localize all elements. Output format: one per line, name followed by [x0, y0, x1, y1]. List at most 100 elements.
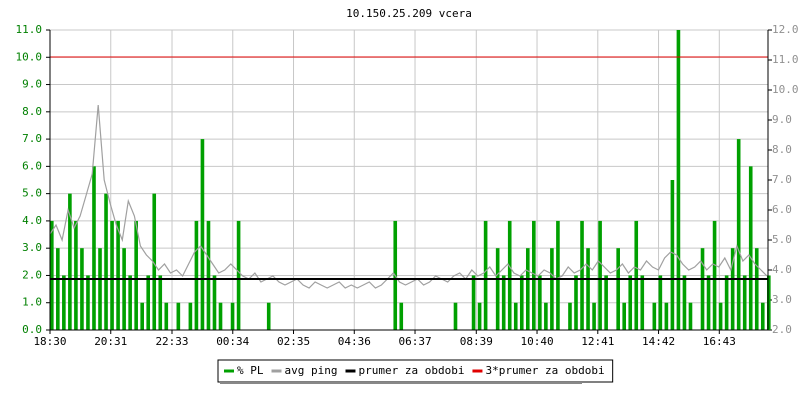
pl-bar	[110, 220, 114, 330]
pl-bar	[194, 220, 199, 330]
pl-bar	[116, 220, 120, 330]
pl-bar	[483, 220, 488, 330]
legend-label: avg ping	[285, 364, 338, 377]
pl-bar	[218, 302, 223, 330]
pl-bar	[664, 302, 669, 330]
pl-bar	[122, 248, 126, 330]
y2-tick-label: 3.0	[772, 293, 792, 306]
y-tick-label: 4.0	[22, 214, 42, 227]
pl-bar	[74, 220, 78, 330]
pl-bar	[688, 302, 693, 330]
pl-bar	[507, 220, 512, 330]
pl-bar	[574, 275, 578, 330]
pl-bar	[556, 220, 560, 330]
pl-bar	[700, 248, 705, 330]
pl-bar	[628, 275, 633, 330]
pl-bar	[62, 275, 66, 330]
pl-bar	[200, 139, 205, 330]
y-tick-label: 6.0	[22, 159, 42, 172]
x-tick-label: 12:41	[581, 335, 614, 348]
pl-bar	[134, 220, 138, 330]
pl-bar	[152, 193, 157, 330]
x-tick-label: 18:30	[33, 335, 66, 348]
pl-bar	[754, 248, 759, 330]
legend-label: prumer za obdobi	[358, 364, 464, 377]
x-tick-label: 08:39	[460, 335, 493, 348]
y-tick-label: 7.0	[22, 132, 42, 145]
x-tick-label: 14:42	[642, 335, 675, 348]
y2-tick-label: 9.0	[772, 113, 792, 126]
pl-bar	[236, 220, 241, 330]
pl-bar	[670, 180, 675, 330]
pl-bar	[230, 302, 235, 330]
y-tick-label: 5.0	[22, 187, 42, 200]
pl-bar	[682, 275, 687, 330]
pl-bar	[586, 248, 590, 330]
pl-bar	[736, 139, 741, 330]
y-tick-label: 10.0	[16, 50, 43, 63]
pl-bar	[676, 30, 681, 330]
pl-bar	[471, 275, 476, 330]
legend-shadow	[220, 382, 582, 384]
pl-bar	[604, 275, 608, 330]
pl-bar	[580, 220, 584, 330]
x-tick-label: 20:31	[94, 335, 127, 348]
pl-bar	[724, 275, 729, 330]
pl-bar	[525, 248, 530, 330]
x-tick-label: 04:36	[338, 335, 371, 348]
y-tick-label: 1.0	[22, 296, 42, 309]
pl-bar	[399, 302, 404, 330]
pl-bar	[766, 275, 771, 330]
x-tick-label: 06:37	[398, 335, 431, 348]
legend: % PL avg ping prumer za obdobi 3*prumer za …	[217, 359, 614, 384]
pl-bar	[592, 302, 596, 330]
pl-bar	[164, 302, 169, 330]
pl-bar	[206, 220, 211, 330]
pl-bar	[712, 220, 717, 330]
pl-bar	[56, 248, 60, 330]
pl-bar	[598, 220, 602, 330]
pl-bar	[544, 302, 548, 330]
pl-bar	[760, 302, 765, 330]
y-tick-label: 2.0	[22, 268, 42, 281]
y2-tick-label: 6.0	[772, 203, 792, 216]
y2-tick-label: 4.0	[772, 263, 792, 276]
y-tick-label: 0.0	[22, 323, 42, 336]
x-tick-label: 16:43	[703, 335, 736, 348]
pl-bar	[550, 248, 554, 330]
chart-title: 10.150.25.209 vcera	[346, 7, 472, 20]
y2-tick-label: 8.0	[772, 143, 792, 156]
pl-bar	[477, 302, 482, 330]
pl-bar	[501, 275, 506, 330]
pl-bar	[158, 275, 163, 330]
pl-bar	[538, 275, 542, 330]
pl-bar	[616, 248, 620, 330]
pl-bar	[98, 248, 102, 330]
pl-bar	[188, 302, 193, 330]
legend-label: 3*prumer za obdobi	[485, 364, 604, 377]
pl-bar	[658, 275, 663, 330]
pl-bar	[730, 248, 735, 330]
y-tick-label: 9.0	[22, 78, 42, 91]
pl-bar	[68, 193, 72, 330]
pl-bar	[266, 302, 271, 330]
pl-bar	[532, 220, 536, 330]
pl-bar	[80, 248, 84, 330]
pl-bar	[495, 248, 500, 330]
pl-bar	[519, 275, 524, 330]
pl-bar	[742, 275, 747, 330]
pl-bar	[748, 166, 753, 330]
pl-bar	[640, 275, 645, 330]
pl-bar	[128, 275, 132, 330]
y2-tick-label: 12.0	[772, 23, 799, 36]
x-tick-label: 00:34	[216, 335, 249, 348]
pl-bar	[212, 275, 217, 330]
y-tick-label: 11.0	[16, 23, 43, 36]
pl-bar	[634, 220, 639, 330]
pl-bar	[513, 302, 518, 330]
pl-bar	[453, 302, 458, 330]
x-tick-label: 02:35	[277, 335, 310, 348]
pl-bar	[86, 275, 90, 330]
